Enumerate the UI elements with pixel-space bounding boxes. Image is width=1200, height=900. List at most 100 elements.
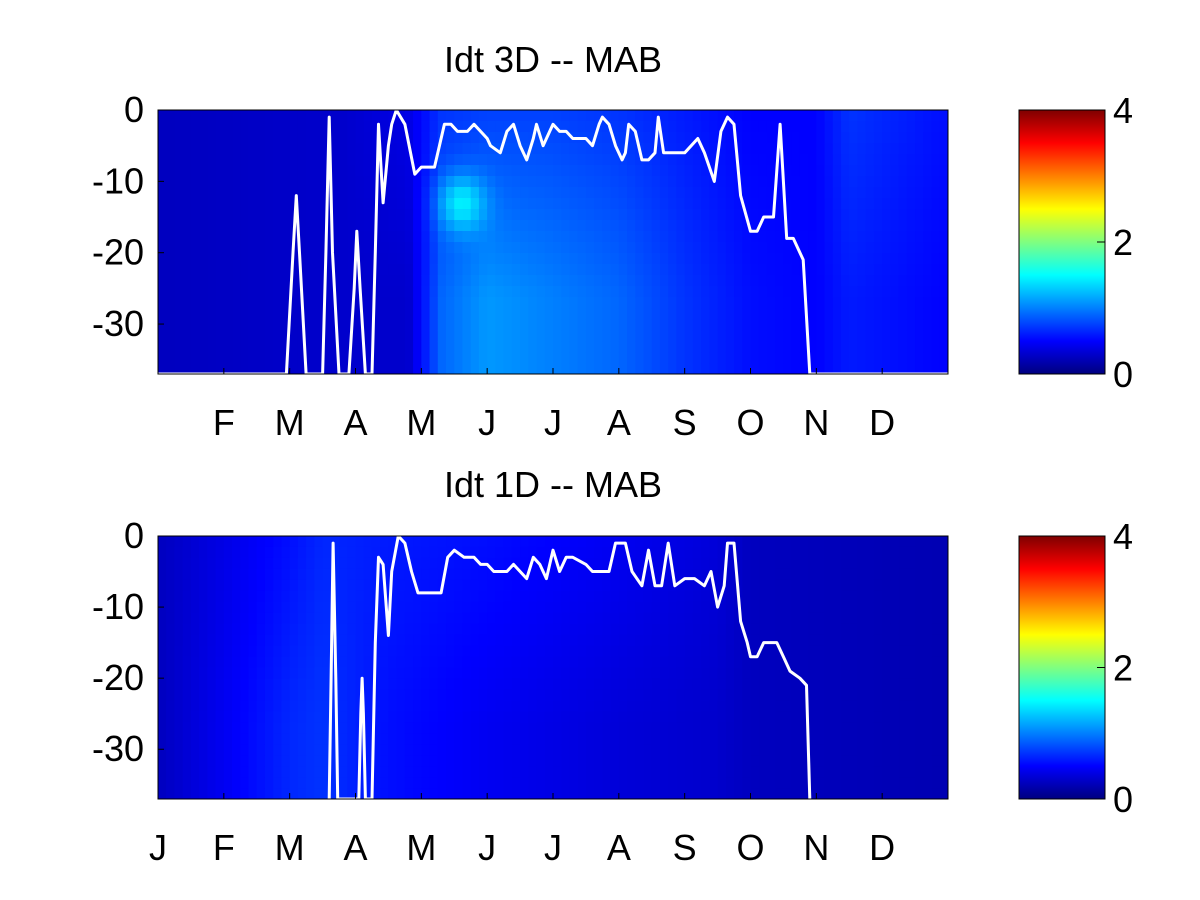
heatmap-cell	[906, 220, 916, 232]
heatmap-cell	[404, 154, 414, 166]
heatmap-cell	[808, 645, 817, 658]
heatmap-cell	[742, 678, 752, 691]
heatmap-cell	[544, 121, 554, 133]
heatmap-cell	[446, 733, 455, 745]
heatmap-cell	[659, 733, 669, 745]
heatmap-cell	[808, 722, 817, 734]
heatmap-cell	[199, 198, 208, 210]
heatmap-cell	[635, 634, 645, 647]
heatmap-cell	[182, 689, 192, 701]
heatmap-cell	[232, 121, 241, 133]
heatmap-cell	[289, 711, 299, 723]
heatmap-cell	[454, 711, 464, 723]
heatmap-cell	[709, 231, 719, 243]
heatmap-cell	[602, 297, 612, 309]
heatmap-cell	[577, 700, 587, 712]
heatmap-cell	[503, 220, 513, 232]
heatmap-cell	[717, 568, 727, 581]
heatmap-cell	[339, 733, 348, 745]
heatmap-cell	[487, 132, 496, 144]
heatmap-cell	[585, 209, 595, 221]
heatmap-cell	[174, 297, 184, 309]
heatmap-cell	[643, 297, 653, 309]
heatmap-cell	[421, 187, 431, 199]
heatmap-cell	[462, 700, 472, 712]
heatmap-cell	[289, 678, 299, 691]
heatmap-cell	[174, 132, 184, 144]
heatmap-cell	[890, 110, 900, 122]
heatmap-cell	[446, 645, 455, 658]
heatmap-cell	[347, 121, 357, 133]
heatmap-cell	[684, 689, 694, 701]
heatmap-cell	[429, 176, 439, 188]
heatmap-cell	[709, 264, 719, 276]
heatmap-cell	[322, 341, 332, 353]
heatmap-cell	[577, 352, 587, 364]
heatmap-cell	[264, 568, 274, 581]
heatmap-cell	[766, 198, 776, 210]
heatmap-cell	[577, 623, 587, 636]
heatmap-cell	[478, 612, 488, 625]
heatmap-cell	[635, 612, 645, 625]
heatmap-cell	[915, 557, 924, 570]
heatmap-cell	[553, 242, 562, 254]
heatmap-cell	[421, 557, 431, 570]
heatmap-cell	[824, 132, 834, 144]
heatmap-cell	[182, 209, 192, 221]
heatmap-cell	[174, 319, 184, 331]
heatmap-cell	[355, 623, 365, 636]
heatmap-cell	[470, 187, 480, 199]
heatmap-cell	[306, 308, 315, 320]
heatmap-cell	[849, 766, 859, 778]
heatmap-cell	[544, 143, 554, 155]
heatmap-cell	[528, 667, 538, 680]
heatmap-cell	[396, 319, 406, 331]
heatmap-cell	[676, 667, 686, 680]
heatmap-cell	[684, 220, 694, 232]
heatmap-cell	[602, 689, 612, 701]
heatmap-cell	[898, 330, 908, 342]
heatmap-cell	[544, 766, 554, 778]
heatmap-cell	[232, 330, 241, 342]
heatmap-cell	[314, 590, 324, 603]
heatmap-cell	[273, 121, 283, 133]
heatmap-cell	[594, 286, 603, 298]
heatmap-cell	[223, 198, 233, 210]
heatmap-cell	[256, 231, 266, 243]
heatmap-cell	[841, 363, 850, 374]
heatmap-cell	[174, 121, 184, 133]
heatmap-cell	[232, 579, 241, 592]
heatmap-cell	[725, 110, 735, 122]
heatmap-cell	[643, 590, 653, 603]
heatmap-cell	[158, 110, 167, 122]
heatmap-cell	[503, 363, 513, 374]
heatmap-cell	[701, 700, 710, 712]
heatmap-cell	[158, 132, 167, 144]
heatmap-cell	[454, 209, 464, 221]
heatmap-cell	[725, 198, 735, 210]
heatmap-cell	[190, 645, 200, 658]
heatmap-cell	[734, 766, 743, 778]
heatmap-cell	[371, 308, 381, 320]
heatmap-cell	[734, 187, 743, 199]
heatmap-cell	[627, 678, 636, 691]
heatmap-cell	[289, 689, 299, 701]
heatmap-cell	[306, 330, 315, 342]
heatmap-cell	[873, 110, 883, 122]
heatmap-cell	[701, 253, 710, 265]
heatmap-cell	[297, 711, 307, 723]
heatmap-cell	[536, 766, 546, 778]
heatmap-cell	[388, 656, 398, 669]
heatmap-cell	[643, 363, 653, 374]
heatmap-cell	[931, 220, 941, 232]
heatmap-cell	[684, 187, 694, 199]
heatmap-cell	[158, 568, 167, 581]
heatmap-cell	[915, 209, 924, 221]
heatmap-cell	[487, 352, 496, 364]
heatmap-cell	[182, 568, 192, 581]
heatmap-cell	[594, 656, 603, 669]
heatmap-cell	[404, 220, 414, 232]
heatmap-cell	[627, 700, 636, 712]
heatmap-cell	[495, 678, 505, 691]
heatmap-cell	[594, 341, 603, 353]
